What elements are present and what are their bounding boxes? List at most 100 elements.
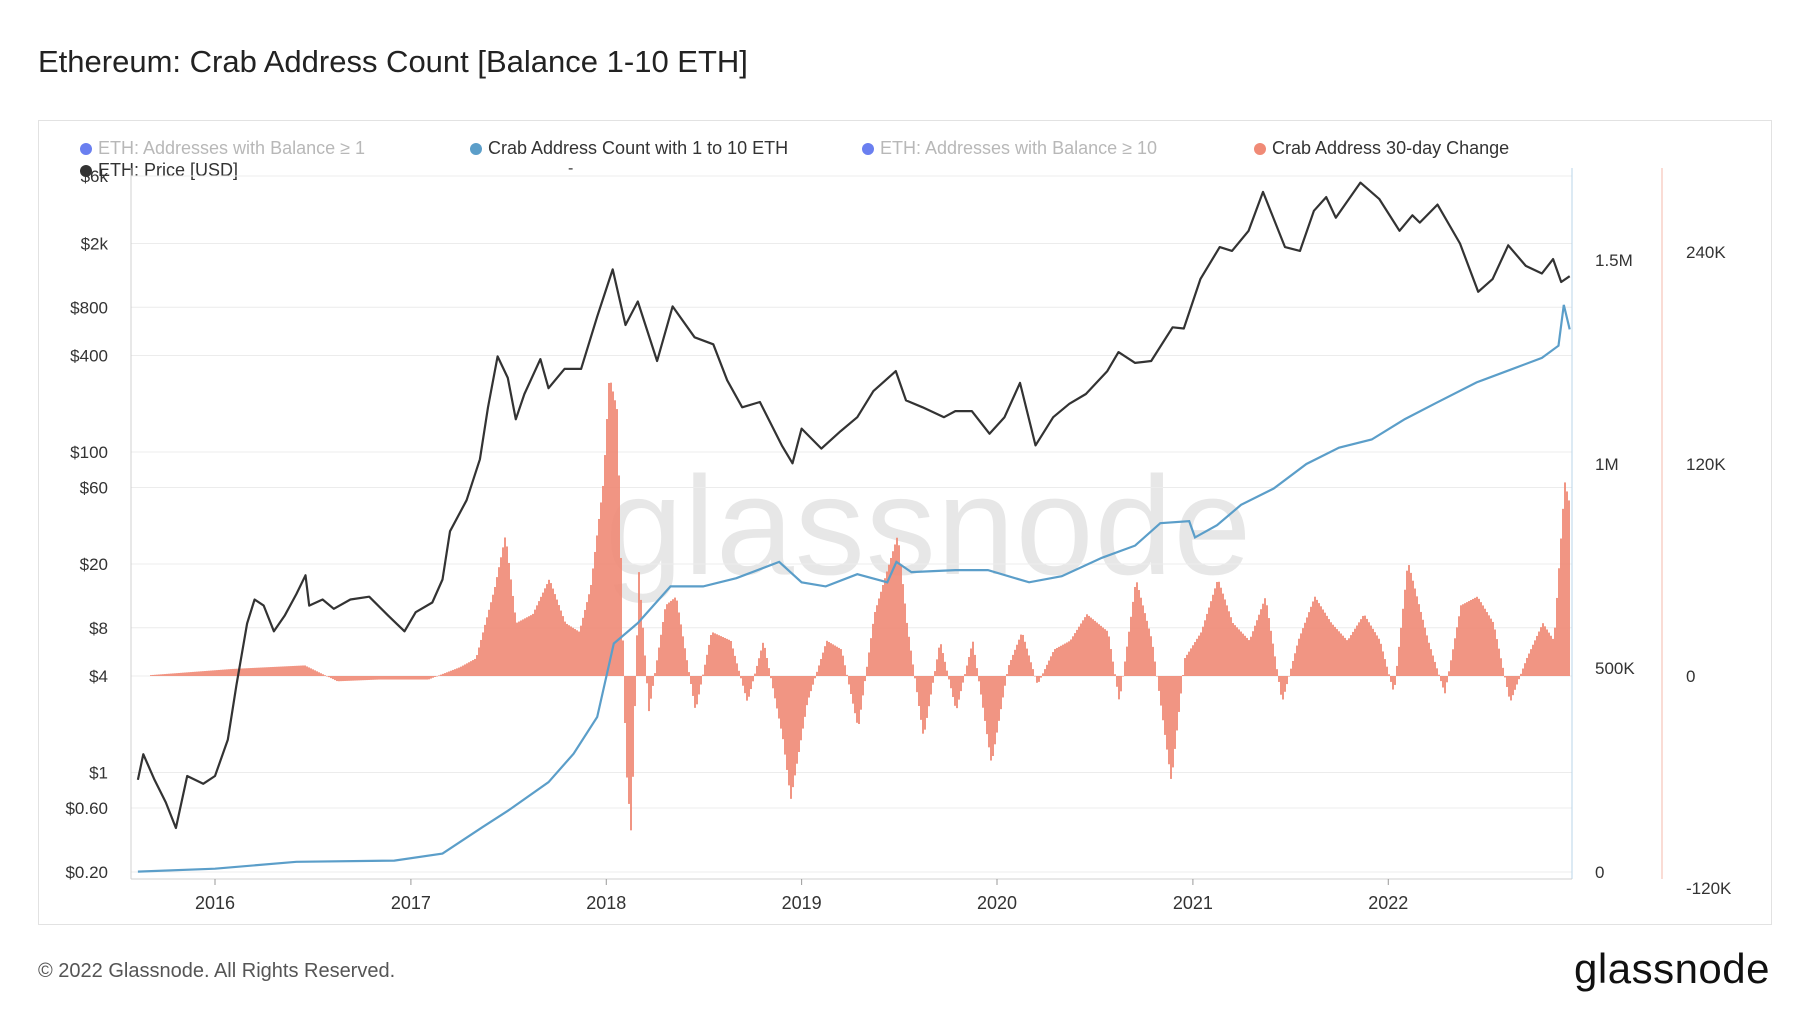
price-tick-label: $0.60 (65, 799, 108, 818)
change-bar (438, 675, 440, 676)
change-bar (302, 665, 304, 676)
change-bar (1560, 538, 1562, 676)
change-bar (1082, 620, 1084, 676)
footer-copyright: © 2022 Glassnode. All Rights Reserved. (38, 960, 396, 982)
change-bar (1166, 676, 1168, 750)
change-bar (1312, 601, 1314, 676)
legend-item-addresses-ge-1[interactable]: ETH: Addresses with Balance ≥ 1 (80, 138, 365, 159)
change-bar (1476, 596, 1478, 676)
change-bar (528, 616, 530, 676)
change-bar (410, 676, 412, 680)
change-bar (602, 485, 604, 676)
change-bar (664, 609, 666, 676)
change-bar (1222, 593, 1224, 676)
change-bar (230, 669, 232, 676)
change-bar (316, 671, 318, 676)
change-bar (1118, 676, 1120, 700)
change-bar (1340, 633, 1342, 676)
change-bar (984, 676, 986, 721)
change-bar (1522, 668, 1524, 676)
change-bar (1110, 649, 1112, 676)
legend-item-crab-count[interactable]: Crab Address Count with 1 to 10 ETH (470, 138, 788, 159)
change-bar (1058, 646, 1060, 676)
change-bar (928, 676, 930, 707)
change-bar (232, 668, 234, 676)
change-bar (1502, 667, 1504, 676)
change-bar (572, 627, 574, 676)
change-bar (792, 676, 794, 788)
price-tick-label: $0.20 (65, 863, 108, 882)
change-bar (1568, 500, 1570, 676)
change-bar (1106, 630, 1108, 676)
change-bar (1390, 676, 1392, 682)
change-bar (716, 634, 718, 676)
change-bar (1356, 625, 1358, 676)
change-bar (760, 650, 762, 676)
change-bar (1262, 603, 1264, 676)
change-bar (1220, 587, 1222, 676)
change-bar (922, 676, 924, 734)
change-bar (894, 544, 896, 676)
change-bar (162, 674, 164, 676)
change-bar (974, 654, 976, 676)
change-bar (312, 669, 314, 676)
change-bar (166, 673, 168, 676)
change-bar (704, 664, 706, 676)
change-bar (1056, 647, 1058, 676)
change-bar (824, 646, 826, 676)
change-bar (448, 671, 450, 676)
change-bar (888, 564, 890, 676)
change-bar (804, 676, 806, 717)
change-bar (184, 672, 186, 676)
change-bar (1304, 622, 1306, 676)
change-bar (1540, 627, 1542, 676)
change-bar (452, 669, 454, 676)
change-bar (1256, 620, 1258, 676)
change-bar (654, 673, 656, 676)
change-bar (1086, 614, 1088, 676)
change-bar (510, 579, 512, 676)
change-bar (970, 648, 972, 676)
change-bar (202, 671, 204, 676)
x-tick-label: 2022 (1368, 893, 1408, 913)
change-bar (954, 676, 956, 706)
change-bar (352, 676, 354, 681)
change-bar (748, 676, 750, 697)
change-bar (726, 638, 728, 676)
legend-item-addresses-ge-10[interactable]: ETH: Addresses with Balance ≥ 10 (862, 138, 1157, 159)
change-bar (598, 518, 600, 676)
change-bar (1428, 642, 1430, 676)
change-bar (356, 676, 358, 681)
change-bar (564, 621, 566, 676)
change-bar (890, 557, 892, 676)
change-bar (576, 630, 578, 676)
change-bar (416, 676, 418, 680)
change-bar (1192, 645, 1194, 676)
change-bar (1228, 611, 1230, 676)
change-bar (690, 676, 692, 685)
change-bar (1226, 605, 1228, 676)
change-bar (188, 672, 190, 676)
change-bar (836, 646, 838, 676)
count-tick-label: 1M (1595, 455, 1619, 474)
change-bar (434, 676, 436, 677)
change-bar (1212, 594, 1214, 676)
change-bar (298, 665, 300, 676)
change-bar (1432, 655, 1434, 676)
legend-item-crab-30d-change[interactable]: Crab Address 30-day Change (1254, 138, 1509, 159)
change-bar (852, 676, 854, 704)
change-bar (400, 676, 402, 680)
change-bar (1182, 674, 1184, 676)
change-bar (788, 676, 790, 786)
change-bar (864, 676, 866, 682)
price-tick-label: $20 (80, 555, 108, 574)
change-bar (390, 676, 392, 680)
change-bar (350, 676, 352, 681)
change-bar (682, 636, 684, 676)
change-bar (278, 666, 280, 676)
change-bar (766, 658, 768, 676)
change-bar (1190, 648, 1192, 676)
change-bar (896, 537, 898, 676)
change-bar (152, 674, 154, 676)
legend-item-eth-price[interactable]: ETH: Price [USD] (80, 160, 238, 181)
